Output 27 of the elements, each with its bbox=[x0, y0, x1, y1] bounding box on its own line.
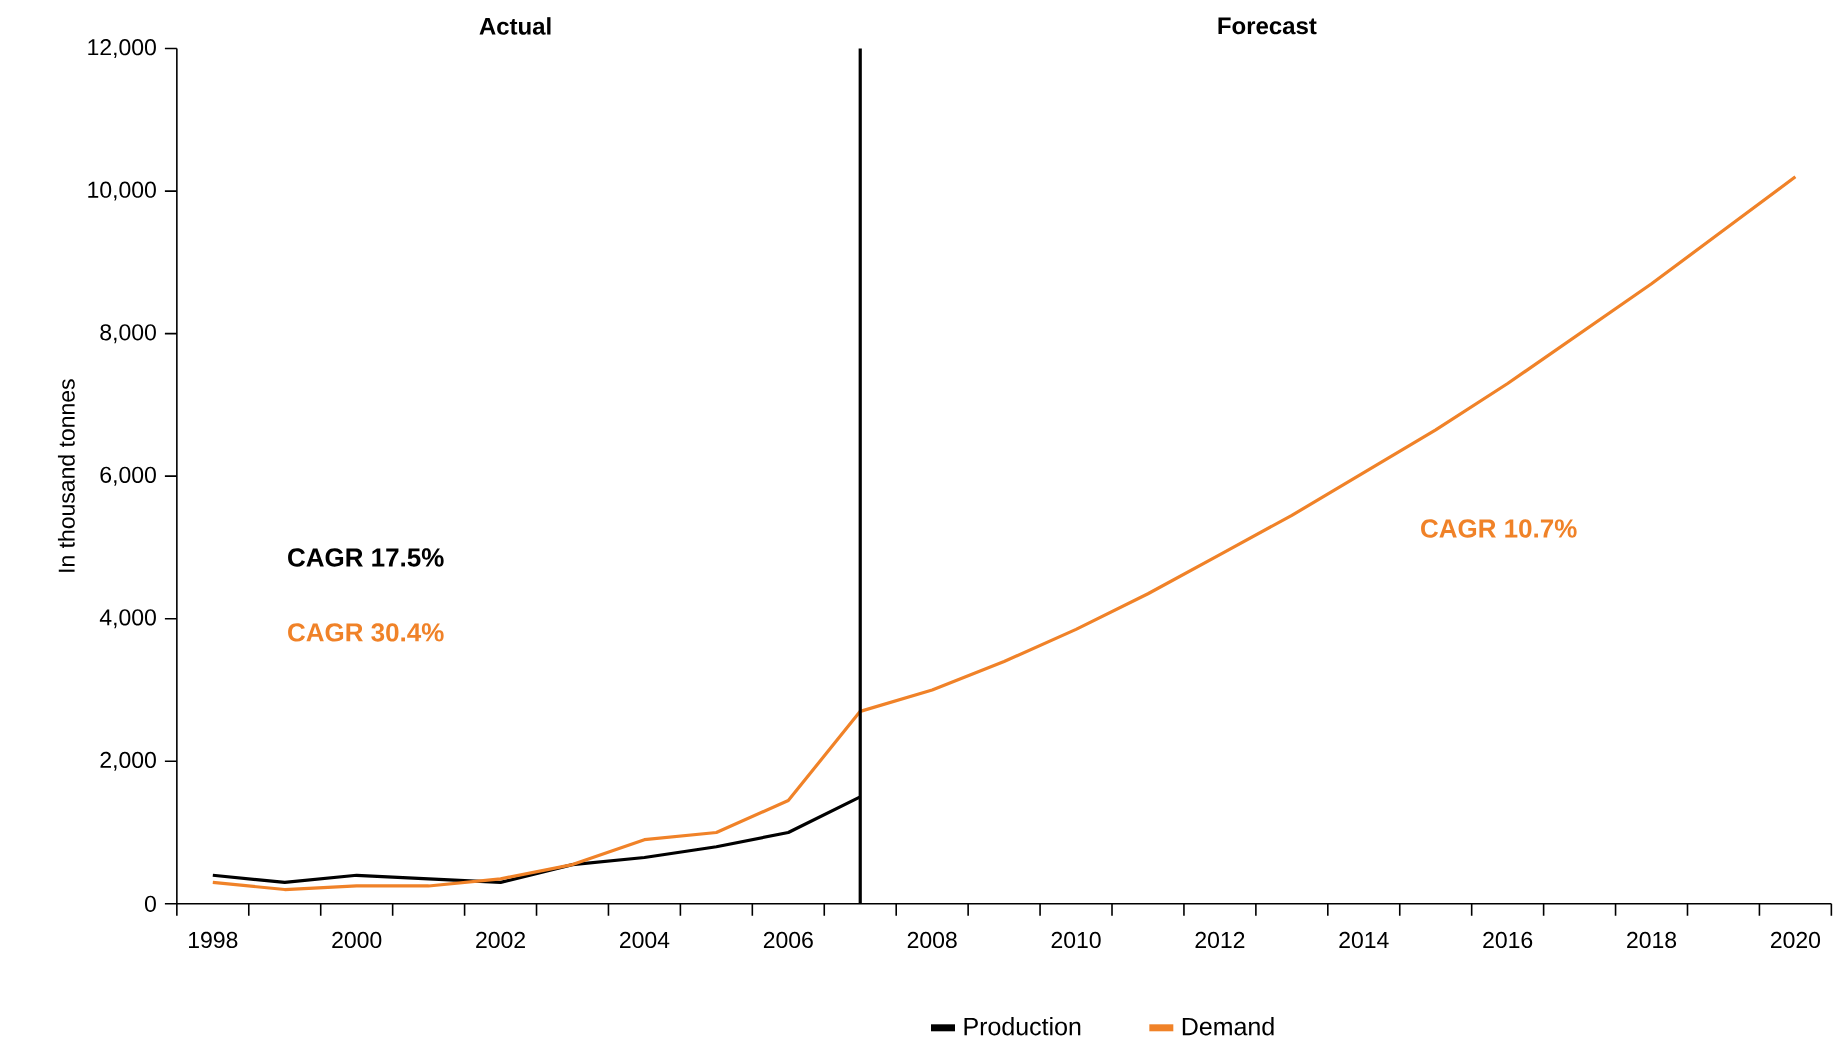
y-tick-label: 6,000 bbox=[100, 466, 156, 486]
x-tick-label: 2016 bbox=[1483, 932, 1533, 949]
x-tick-label: 2018 bbox=[1627, 932, 1677, 949]
x-tick-label: 2012 bbox=[1195, 932, 1245, 949]
x-tick-label: 2006 bbox=[763, 932, 813, 949]
y-tick-label: 10,000 bbox=[88, 181, 156, 201]
y-tick-label: 4,000 bbox=[99, 609, 156, 629]
x-tick-label: 1998 bbox=[189, 932, 238, 949]
annotation: CAGR 10.7% bbox=[1421, 519, 1577, 538]
y-tick-label: 12,000 bbox=[88, 39, 156, 59]
legend-label: Demand bbox=[1182, 1017, 1274, 1036]
x-tick-label: 2010 bbox=[1051, 932, 1101, 949]
annotation: CAGR 17.5% bbox=[288, 548, 444, 567]
text: Forecast bbox=[1218, 17, 1317, 35]
y-tick-label: 0 bbox=[144, 895, 156, 913]
y-tick-label: 8,000 bbox=[100, 324, 156, 344]
y-axis-title: In thousand tonnes bbox=[57, 379, 75, 572]
x-tick-label: 2020 bbox=[1770, 932, 1821, 949]
annotation: CAGR 30.4% bbox=[288, 623, 444, 642]
y-tick-label: 2,000 bbox=[100, 751, 156, 771]
x-tick-label: 2000 bbox=[332, 932, 382, 949]
x-tick-label: 2014 bbox=[1339, 932, 1389, 949]
x-tick-label: 2008 bbox=[907, 932, 957, 949]
x-tick-label: 2002 bbox=[476, 932, 525, 949]
x-tick-label: 2004 bbox=[620, 932, 670, 949]
text: Actual bbox=[479, 17, 551, 35]
legend-label: Production bbox=[964, 1017, 1081, 1036]
